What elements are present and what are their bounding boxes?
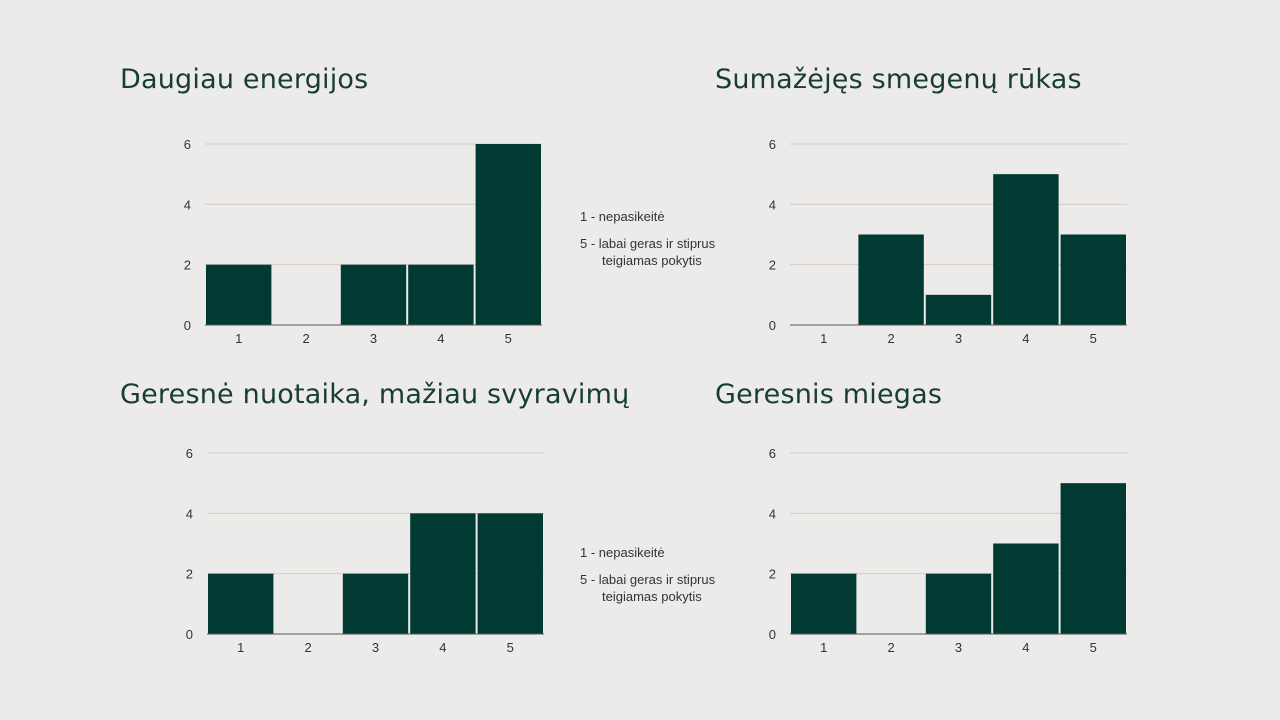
y-tick-label: 2 (769, 567, 776, 582)
y-tick-label: 4 (186, 506, 193, 521)
y-tick-label: 0 (769, 627, 776, 642)
y-tick-label: 6 (769, 446, 776, 461)
bar-chart-mood: 0 2 4 6 1 2 3 4 5 (186, 446, 544, 655)
legend-top: 1 - nepasikeitė 5 - labai geras ir stipr… (580, 208, 762, 269)
bar (858, 234, 924, 325)
bar (993, 174, 1059, 325)
x-tick-label: 1 (235, 331, 242, 346)
x-tick-label: 3 (372, 640, 379, 655)
bar (410, 513, 476, 634)
x-tick-label: 3 (955, 640, 962, 655)
x-tick-label: 4 (1022, 640, 1029, 655)
chart-title-sleep: Geresnis miegas (715, 379, 943, 410)
y-tick-label: 6 (186, 446, 193, 461)
x-tick-label: 5 (1090, 331, 1097, 346)
legend-line-1: 1 - nepasikeitė (580, 545, 665, 560)
bar (340, 264, 407, 325)
bar (925, 573, 992, 634)
chart-title-energy: Daugiau energijos (120, 64, 369, 95)
legend-line-1: 1 - nepasikeitė (580, 209, 665, 224)
x-tick-label: 1 (237, 640, 244, 655)
x-tick-label: 4 (439, 640, 446, 655)
bar (477, 513, 543, 634)
bar (342, 573, 409, 634)
x-tick-label: 2 (887, 640, 894, 655)
chart-title-brain-fog: Sumažėjęs smegenų rūkas (715, 64, 1082, 95)
bar-chart-sleep: 0 2 4 6 1 2 3 4 5 (769, 446, 1127, 655)
y-tick-label: 2 (769, 258, 776, 273)
y-tick-label: 6 (184, 137, 191, 152)
x-tick-label: 5 (1090, 640, 1097, 655)
x-tick-label: 3 (370, 331, 377, 346)
bar (208, 573, 274, 634)
y-tick-label: 4 (769, 197, 776, 212)
x-tick-label: 3 (955, 331, 962, 346)
y-tick-label: 0 (184, 318, 191, 333)
bar (206, 264, 272, 325)
y-tick-label: 6 (769, 137, 776, 152)
x-tick-label: 2 (887, 331, 894, 346)
x-tick-label: 4 (437, 331, 444, 346)
x-tick-label: 5 (505, 331, 512, 346)
legend-line-5: 5 - labai geras ir stiprus teigiamas pok… (580, 236, 716, 268)
x-tick-label: 5 (507, 640, 514, 655)
bar (925, 294, 992, 325)
bar (1060, 483, 1126, 634)
y-tick-label: 2 (184, 258, 191, 273)
bar (791, 573, 857, 634)
y-tick-label: 2 (186, 567, 193, 582)
y-tick-label: 0 (186, 627, 193, 642)
y-tick-label: 4 (769, 506, 776, 521)
bar-chart-brain-fog: 0 2 4 6 1 2 3 4 5 (769, 137, 1127, 346)
x-tick-label: 2 (304, 640, 311, 655)
x-tick-label: 1 (820, 640, 827, 655)
bar (408, 264, 474, 325)
bar-chart-energy: 0 2 4 6 1 2 3 4 5 (184, 137, 542, 346)
x-tick-label: 1 (820, 331, 827, 346)
bar (993, 543, 1059, 634)
y-tick-label: 4 (184, 197, 191, 212)
bar (475, 144, 541, 325)
legend-line-5: 5 - labai geras ir stiprus teigiamas pok… (580, 572, 716, 604)
y-tick-label: 0 (769, 318, 776, 333)
legend-bottom: 1 - nepasikeitė 5 - labai geras ir stipr… (580, 544, 762, 605)
x-tick-label: 4 (1022, 331, 1029, 346)
x-tick-label: 2 (302, 331, 309, 346)
bar (1060, 234, 1126, 325)
chart-title-mood: Geresnė nuotaika, mažiau svyravimų (120, 379, 630, 410)
